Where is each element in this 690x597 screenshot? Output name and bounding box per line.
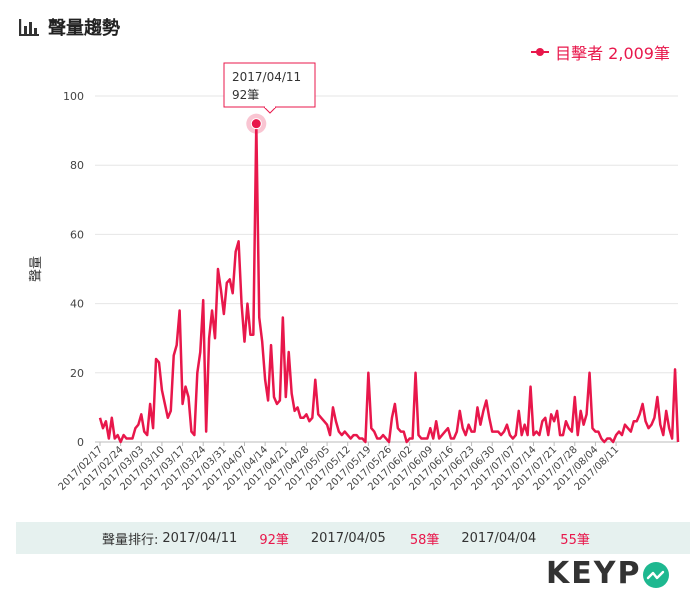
series-line-目擊者[interactable] <box>100 124 678 442</box>
y-tick-label: 40 <box>70 298 84 311</box>
x-axis-ticks: 2017/02/172017/02/242017/03/032017/03/10… <box>57 442 622 493</box>
logo-o-icon <box>643 562 669 588</box>
line-chart: 0 20 40 60 80 100 聲量 2017/02/172017/02/242017… <box>0 0 690 520</box>
y-tick-label: 80 <box>70 159 84 172</box>
y-tick-label: 100 <box>63 90 84 103</box>
tooltip: 2017/04/11 92筆 <box>224 63 315 113</box>
y-tick-label: 20 <box>70 367 84 380</box>
y-tick-label: 0 <box>77 436 84 449</box>
ranking-count-2: 58筆 <box>410 529 440 548</box>
y-tick-label: 60 <box>70 228 84 241</box>
ranking-bar: 聲量排行: 2017/04/11 92筆 2017/04/05 58筆 2017… <box>16 522 690 554</box>
highlight-point[interactable] <box>246 114 266 134</box>
logo-text: KEYP <box>546 556 641 591</box>
highlight-dot <box>251 119 261 129</box>
y-axis-label: 聲量 <box>28 256 44 282</box>
ranking-date-2: 2017/04/05 <box>311 531 386 546</box>
tooltip-value: 92筆 <box>232 88 259 102</box>
tooltip-date: 2017/04/11 <box>232 70 301 84</box>
ranking-label: 聲量排行: <box>102 529 158 548</box>
ranking-count-3: 55筆 <box>560 529 590 548</box>
ranking-count-1: 92筆 <box>259 529 289 548</box>
y-axis-ticks: 0 20 40 60 80 100 <box>63 90 84 449</box>
ranking-date-3: 2017/04/04 <box>461 531 536 546</box>
keypo-logo: KEYP <box>546 556 669 591</box>
ranking-date-1: 2017/04/11 <box>162 531 237 546</box>
